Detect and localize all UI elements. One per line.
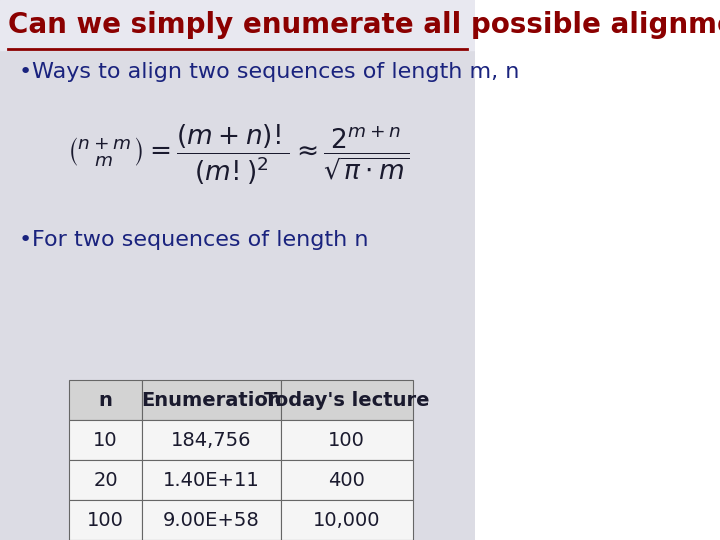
- Text: 400: 400: [328, 470, 365, 489]
- Text: •: •: [19, 230, 32, 250]
- Text: 100: 100: [87, 510, 124, 530]
- Bar: [281, 380, 413, 420]
- Bar: [69, 460, 142, 500]
- Text: 1.40E+11: 1.40E+11: [163, 470, 260, 489]
- Text: Can we simply enumerate all possible alignments?: Can we simply enumerate all possible ali…: [8, 11, 720, 39]
- Text: 20: 20: [94, 470, 118, 489]
- Text: Ways to align two sequences of length m, n: Ways to align two sequences of length m,…: [32, 62, 519, 82]
- Text: 100: 100: [328, 430, 365, 449]
- Bar: [281, 420, 413, 460]
- Text: 10,000: 10,000: [312, 510, 380, 530]
- Text: Today's lecture: Today's lecture: [264, 390, 429, 409]
- Bar: [69, 500, 142, 540]
- Text: 9.00E+58: 9.00E+58: [163, 510, 260, 530]
- Bar: [281, 460, 413, 500]
- Text: $\binom{n+m}{m} = \dfrac{(m+n)!}{(m!)^2} \approx \dfrac{2^{m+n}}{\sqrt{\pi \cdot: $\binom{n+m}{m} = \dfrac{(m+n)!}{(m!)^2}…: [66, 123, 409, 187]
- Text: 10: 10: [94, 430, 118, 449]
- Text: 184,756: 184,756: [171, 430, 251, 449]
- Bar: [142, 500, 281, 540]
- Bar: [69, 380, 142, 420]
- Bar: [69, 420, 142, 460]
- Bar: [281, 500, 413, 540]
- Bar: [142, 460, 281, 500]
- Bar: [0, 0, 475, 50]
- Text: •: •: [19, 62, 32, 82]
- Bar: [142, 420, 281, 460]
- Bar: [142, 380, 281, 420]
- Text: For two sequences of length n: For two sequences of length n: [32, 230, 368, 250]
- Text: Enumeration: Enumeration: [141, 390, 282, 409]
- Text: n: n: [99, 390, 112, 409]
